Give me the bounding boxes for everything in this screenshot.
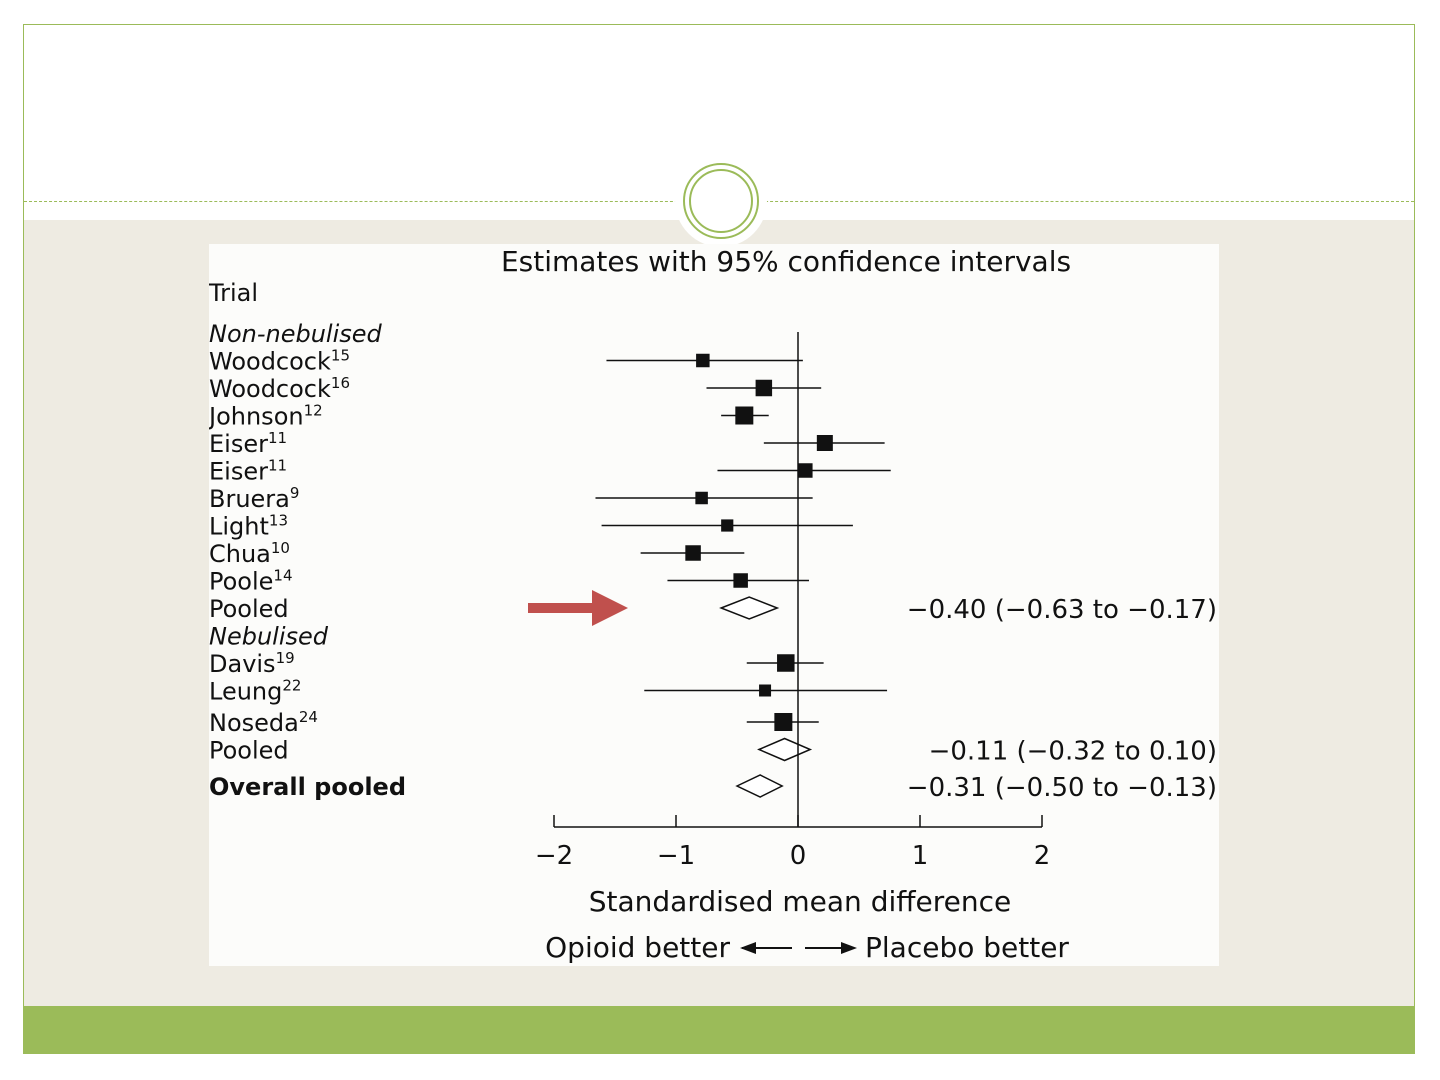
forest-plot: Estimates with 95% confidence intervals … xyxy=(209,245,1217,964)
pooled-diamond xyxy=(719,596,780,620)
point-estimate xyxy=(755,379,773,397)
study-name: Woodcock xyxy=(209,375,331,403)
pooled-estimate: −0.11 (−0.32 to 0.10) xyxy=(929,737,1217,767)
overall-pooled-diamond xyxy=(735,774,784,798)
chart-title: Estimates with 95% confidence intervals xyxy=(501,245,1071,278)
point-estimate xyxy=(774,713,793,731)
point-estimate xyxy=(733,573,748,588)
point-estimate xyxy=(777,654,795,672)
study-label: Bruera9 xyxy=(209,484,299,513)
study-label: Poole14 xyxy=(209,567,293,596)
x-tick-label: −1 xyxy=(657,841,695,871)
study-name: Eiser xyxy=(209,430,268,458)
study-label: Davis19 xyxy=(209,649,295,678)
overall-pooled-estimate: −0.31 (−0.50 to −0.13) xyxy=(907,773,1217,803)
study-label: Woodcock16 xyxy=(209,374,350,403)
study-name: Light xyxy=(209,513,269,541)
group-label: Nebulised xyxy=(209,623,329,651)
study-reference: 14 xyxy=(273,567,292,585)
study-reference: 10 xyxy=(271,539,290,557)
study-reference: 19 xyxy=(276,649,295,667)
divider-ornament-inner-ring xyxy=(689,169,753,233)
study-reference: 24 xyxy=(299,708,318,726)
pooled-estimate: −0.40 (−0.63 to −0.17) xyxy=(907,595,1217,625)
study-name: Johnson xyxy=(209,403,304,431)
study-reference: 15 xyxy=(331,347,350,365)
x-tick-label: 2 xyxy=(1034,841,1051,871)
footer-band xyxy=(24,1006,1414,1054)
study-reference: 13 xyxy=(269,512,288,530)
study-name: Leung xyxy=(209,678,282,706)
point-estimate xyxy=(759,684,772,697)
study-reference: 12 xyxy=(304,402,323,420)
direction-left-arrow xyxy=(740,942,792,954)
study-name: Poole xyxy=(209,568,273,596)
column-header-trial: Trial xyxy=(209,279,258,307)
study-name: Woodcock xyxy=(209,348,331,376)
study-label: Eiser11 xyxy=(209,457,287,486)
direction-right-arrow xyxy=(805,942,857,954)
point-estimate xyxy=(685,545,701,561)
x-tick-label: −2 xyxy=(535,841,573,871)
x-tick-label: 0 xyxy=(790,841,807,871)
group-label: Non-nebulised xyxy=(209,320,383,348)
point-estimate xyxy=(798,463,813,478)
point-estimate xyxy=(696,353,710,368)
pooled-label: Pooled xyxy=(209,595,289,623)
study-label: Eiser11 xyxy=(209,429,287,458)
point-estimate xyxy=(735,406,754,425)
pooled-label: Pooled xyxy=(209,737,289,765)
study-name: Eiser xyxy=(209,458,268,486)
pooled-diamond xyxy=(757,737,813,762)
point-estimate xyxy=(721,519,734,532)
study-label: Woodcock15 xyxy=(209,347,350,376)
highlight-arrow xyxy=(528,590,628,626)
study-label: Leung22 xyxy=(209,677,301,706)
x-axis-label: Standardised mean difference xyxy=(589,885,1012,918)
point-estimate xyxy=(816,435,833,451)
study-name: Chua xyxy=(209,540,271,568)
study-label: Noseda24 xyxy=(209,708,318,737)
study-reference: 11 xyxy=(268,429,287,447)
point-estimate xyxy=(695,491,708,505)
study-name: Noseda xyxy=(209,709,299,737)
x-tick-label: 1 xyxy=(912,841,929,871)
study-reference: 9 xyxy=(290,484,300,502)
study-reference: 16 xyxy=(331,374,350,392)
overall-pooled-label: Overall pooled xyxy=(209,773,406,801)
direction-right-label: Placebo better xyxy=(865,931,1069,964)
study-name: Davis xyxy=(209,650,276,678)
study-label: Chua10 xyxy=(209,539,290,568)
study-reference: 22 xyxy=(282,677,301,695)
study-label: Johnson12 xyxy=(209,402,323,431)
divider-ornament-outer-ring xyxy=(683,163,759,239)
study-name: Bruera xyxy=(209,485,290,513)
study-reference: 11 xyxy=(268,457,287,475)
direction-left-label: Opioid better xyxy=(545,931,730,964)
study-label: Light13 xyxy=(209,512,288,541)
forest-plot-figure: Estimates with 95% confidence intervals … xyxy=(209,244,1219,966)
